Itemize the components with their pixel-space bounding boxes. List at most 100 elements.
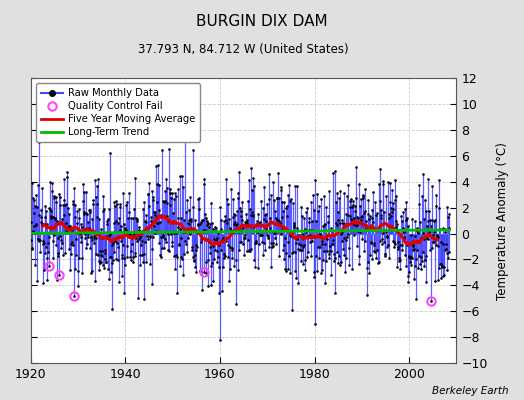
Point	[29, 222, 38, 229]
Point	[440, 229, 449, 236]
Point	[116, 201, 124, 208]
Point	[208, 282, 216, 288]
Point	[50, 232, 58, 238]
Point	[27, 237, 35, 243]
Point	[300, 242, 308, 248]
Point	[331, 254, 339, 261]
Point	[326, 248, 334, 254]
Point	[325, 242, 334, 249]
Point	[363, 265, 372, 272]
Point	[162, 213, 171, 220]
Point	[178, 173, 187, 180]
Point	[39, 240, 47, 247]
Point	[193, 222, 202, 228]
Point	[187, 215, 195, 222]
Point	[194, 196, 203, 202]
Point	[102, 259, 110, 265]
Point	[275, 218, 283, 224]
Point	[161, 239, 170, 245]
Point	[278, 213, 287, 220]
Point	[94, 216, 103, 222]
Point	[72, 236, 80, 242]
Point	[371, 249, 379, 256]
Point	[148, 234, 157, 240]
Point	[200, 181, 208, 187]
Point	[58, 240, 66, 246]
Point	[252, 240, 260, 246]
Point	[278, 199, 286, 206]
Point	[82, 189, 91, 196]
Point	[64, 205, 72, 212]
Point	[236, 239, 245, 245]
Point	[115, 204, 124, 210]
Point	[72, 252, 80, 258]
Point	[89, 235, 97, 242]
Point	[367, 207, 376, 214]
Point	[422, 252, 430, 259]
Point	[119, 254, 128, 261]
Point	[144, 191, 152, 198]
Point	[395, 258, 403, 264]
Point	[77, 221, 85, 227]
Point	[321, 241, 330, 247]
Point	[397, 212, 405, 219]
Point	[357, 214, 365, 220]
Point	[118, 255, 126, 262]
Point	[345, 244, 353, 251]
Point	[436, 239, 445, 245]
Point	[177, 215, 185, 221]
Point	[101, 250, 109, 256]
Point	[356, 203, 364, 210]
Point	[187, 218, 195, 224]
Point	[297, 257, 305, 264]
Point	[260, 215, 268, 222]
Point	[354, 214, 362, 221]
Point	[337, 238, 346, 244]
Point	[264, 233, 272, 240]
Point	[114, 256, 123, 263]
Point	[321, 280, 329, 287]
Point	[167, 194, 175, 201]
Point	[167, 231, 176, 238]
Point	[56, 233, 64, 240]
Point	[287, 250, 296, 256]
Point	[340, 190, 348, 196]
Point	[236, 239, 245, 245]
Point	[46, 206, 54, 212]
Point	[237, 212, 246, 219]
Point	[385, 214, 393, 221]
Point	[203, 222, 211, 228]
Point	[421, 208, 430, 214]
Point	[198, 286, 206, 293]
Point	[432, 192, 440, 198]
Point	[444, 254, 452, 261]
Point	[311, 321, 319, 328]
Point	[374, 260, 382, 266]
Point	[265, 171, 274, 177]
Point	[296, 246, 304, 253]
Point	[124, 209, 133, 215]
Point	[306, 238, 314, 245]
Point	[379, 229, 387, 236]
Point	[321, 221, 329, 227]
Point	[420, 236, 428, 243]
Point	[438, 263, 446, 270]
Point	[268, 244, 276, 250]
Point	[358, 212, 366, 219]
Point	[194, 194, 203, 201]
Point	[84, 231, 93, 238]
Point	[198, 217, 206, 224]
Point	[368, 189, 377, 196]
Point	[379, 181, 388, 187]
Point	[35, 238, 43, 245]
Point	[44, 249, 52, 255]
Point	[370, 240, 378, 246]
Point	[146, 234, 154, 240]
Point	[103, 233, 111, 239]
Point	[349, 221, 357, 227]
Point	[401, 263, 410, 269]
Point	[305, 227, 313, 234]
Point	[258, 228, 267, 234]
Point	[176, 173, 184, 179]
Point	[267, 240, 276, 246]
